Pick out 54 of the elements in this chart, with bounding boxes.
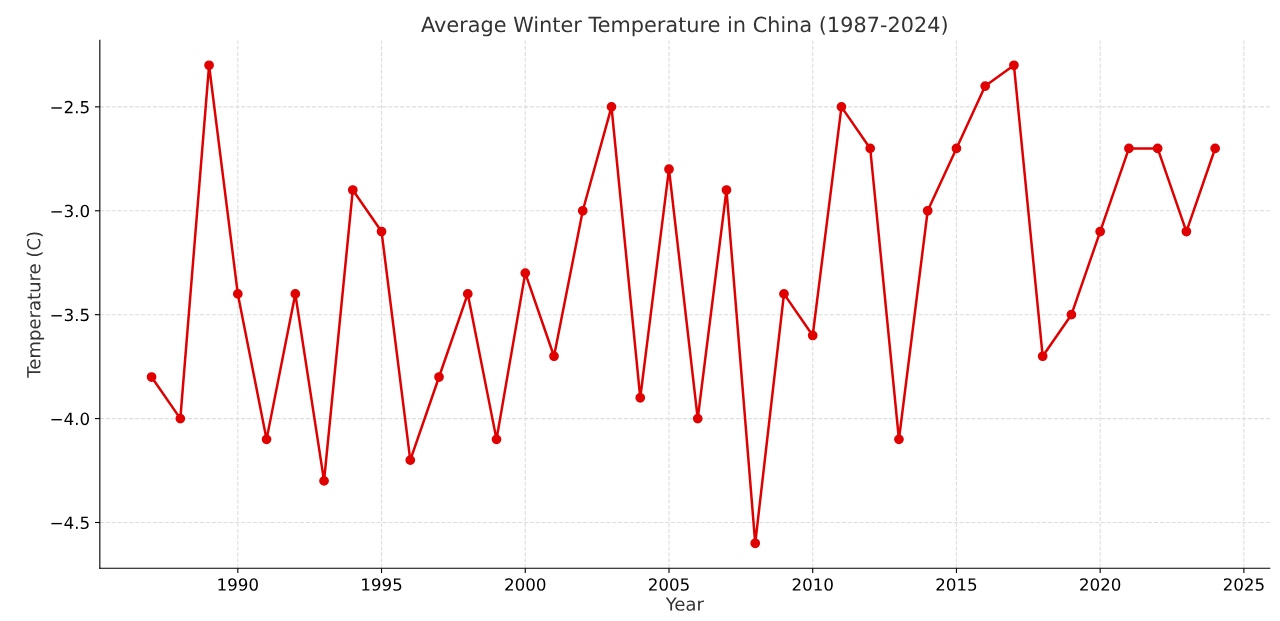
point	[951, 143, 962, 154]
point	[1009, 60, 1019, 71]
point	[290, 289, 301, 299]
point	[1210, 143, 1221, 154]
point	[1152, 143, 1163, 154]
point	[204, 60, 214, 71]
point	[635, 392, 646, 403]
x-tick-label: 1990	[218, 578, 258, 591]
y-tick-label: −3.0	[51, 204, 90, 218]
point	[865, 143, 876, 154]
point	[434, 372, 444, 382]
x-tick-label: 2015	[936, 578, 977, 591]
point	[807, 330, 818, 341]
point	[894, 434, 904, 445]
point	[347, 185, 358, 195]
point	[261, 434, 272, 445]
point	[1181, 226, 1192, 237]
point	[980, 81, 991, 91]
point	[549, 351, 559, 362]
x-tick-label: 2005	[649, 578, 689, 591]
point	[1066, 309, 1077, 320]
point	[232, 289, 243, 299]
point	[922, 205, 933, 216]
y-axis-title: Temperature (C)	[26, 232, 45, 378]
point	[319, 476, 329, 486]
y-tick-label: −4.0	[51, 412, 90, 426]
x-tick-label: 1995	[362, 578, 402, 591]
point	[1124, 143, 1134, 154]
point	[750, 538, 761, 549]
chart-title: Average Winter Temperature in China (1987-2024)	[421, 16, 947, 37]
y-tick-label: −4.5	[51, 516, 89, 530]
y-tick-label: −3.5	[51, 308, 89, 322]
point	[721, 185, 732, 195]
point	[520, 268, 531, 278]
point	[1095, 226, 1106, 237]
point	[146, 372, 157, 382]
point	[692, 413, 703, 424]
x-tick-label: 2020	[1080, 578, 1121, 591]
point	[664, 164, 674, 175]
x-tick-label: 2025	[1223, 578, 1264, 591]
y-tick-label: −2.5	[51, 100, 89, 114]
point	[405, 455, 416, 466]
point	[175, 413, 186, 424]
point	[606, 102, 617, 112]
point	[577, 205, 588, 216]
x-axis-title: Year	[665, 597, 704, 611]
point	[376, 226, 387, 237]
point	[836, 102, 847, 112]
point	[462, 289, 473, 299]
point	[1037, 351, 1048, 362]
point	[491, 434, 502, 445]
point	[779, 289, 789, 299]
x-tick-label: 2000	[505, 578, 546, 591]
x-tick-label: 2010	[792, 578, 833, 591]
